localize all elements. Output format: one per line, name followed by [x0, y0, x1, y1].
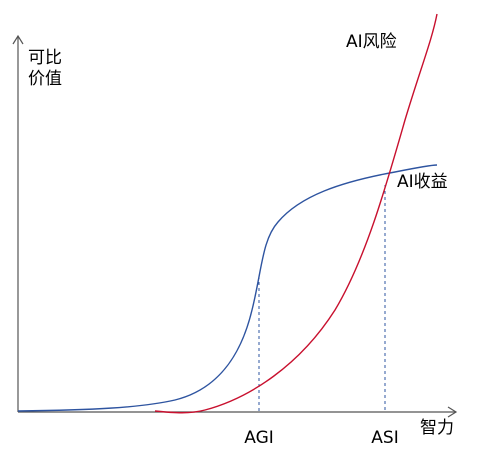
curve-label: AI收益	[397, 172, 448, 192]
y-axis-label: 价值	[28, 69, 62, 89]
x-axis-arrow	[447, 406, 458, 418]
benefit-curve	[17, 164, 438, 412]
marker-label: ASI	[371, 428, 398, 448]
y-axis-arrow	[12, 34, 24, 45]
x-axis-label: 智力	[420, 418, 454, 438]
y-axis-label: 可比	[28, 48, 62, 68]
risk-curve	[154, 13, 438, 414]
marker-label: AGI	[244, 428, 274, 448]
curve-label: AI风险	[346, 32, 397, 52]
